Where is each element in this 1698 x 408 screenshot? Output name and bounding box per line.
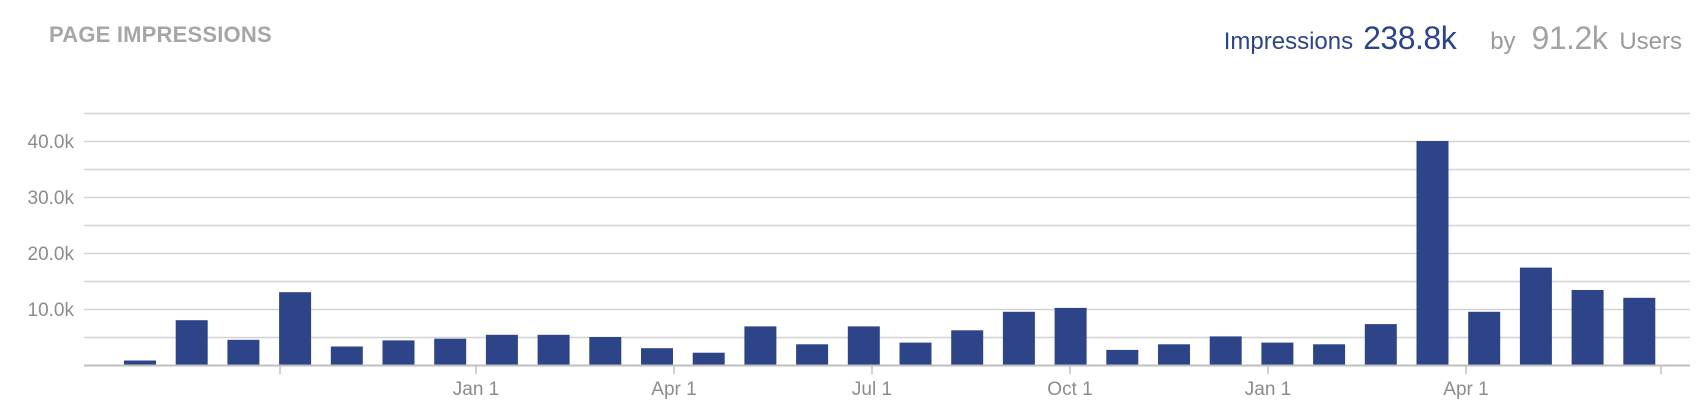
- bar: [744, 326, 777, 365]
- bar: [899, 342, 932, 365]
- bar: [641, 348, 673, 365]
- bar: [1106, 349, 1139, 365]
- x-axis: [84, 364, 1690, 374]
- y-tick-label: 40.0k: [28, 132, 75, 153]
- x-tick-label: Jan 1: [453, 379, 499, 400]
- bar: [692, 352, 725, 365]
- bar: [847, 326, 880, 365]
- bar: [1519, 267, 1552, 365]
- x-tick-label: Jan 1: [1245, 379, 1291, 400]
- bar: [124, 360, 156, 365]
- bar: [1364, 324, 1397, 365]
- x-tick-label: Apr 1: [1443, 379, 1488, 400]
- bar: [227, 339, 260, 365]
- bar: [796, 344, 829, 365]
- bar: [1313, 344, 1346, 365]
- bar: [1158, 344, 1190, 365]
- bar: [1623, 297, 1656, 365]
- users-label: Users: [1619, 28, 1682, 55]
- bar: [434, 338, 467, 365]
- bar: [589, 337, 622, 365]
- summary-stats: Impressions 238.8k by 91.2k Users: [1224, 20, 1682, 57]
- y-tick-label: 20.0k: [28, 244, 75, 265]
- bar: [175, 320, 208, 365]
- y-tick-label: 10.0k: [28, 300, 75, 321]
- x-tick-label: Oct 1: [1047, 379, 1092, 400]
- x-tick-label: Jul 1: [852, 379, 892, 400]
- impressions-label: Impressions: [1223, 28, 1354, 55]
- by-label: by: [1490, 28, 1516, 55]
- bar: [1468, 311, 1501, 365]
- bar: [951, 330, 984, 365]
- bar: [1571, 290, 1604, 365]
- grid-lines: [84, 112, 1690, 339]
- bar: [537, 334, 570, 365]
- bar: [1209, 336, 1242, 365]
- bar: [485, 334, 518, 365]
- bar: [1416, 141, 1449, 365]
- users-value: 91.2k: [1531, 20, 1608, 56]
- bar: [382, 340, 415, 365]
- x-tick-label: Apr 1: [651, 379, 696, 400]
- chart-title: PAGE IMPRESSIONS: [49, 22, 272, 47]
- x-axis-labels: Jan 1 Apr 1 Jul 1 Oct 1 Jan 1 Apr 1: [453, 379, 1489, 400]
- bar: [330, 346, 363, 365]
- bar: [279, 292, 312, 365]
- bars: [124, 141, 1656, 365]
- y-axis-labels: 10.0k 20.0k 30.0k 40.0k: [28, 132, 75, 321]
- y-tick-label: 30.0k: [28, 188, 75, 209]
- bar: [1054, 307, 1087, 365]
- bar: [1261, 342, 1294, 365]
- impressions-value: 238.8k: [1363, 20, 1457, 56]
- bar: [1002, 311, 1035, 365]
